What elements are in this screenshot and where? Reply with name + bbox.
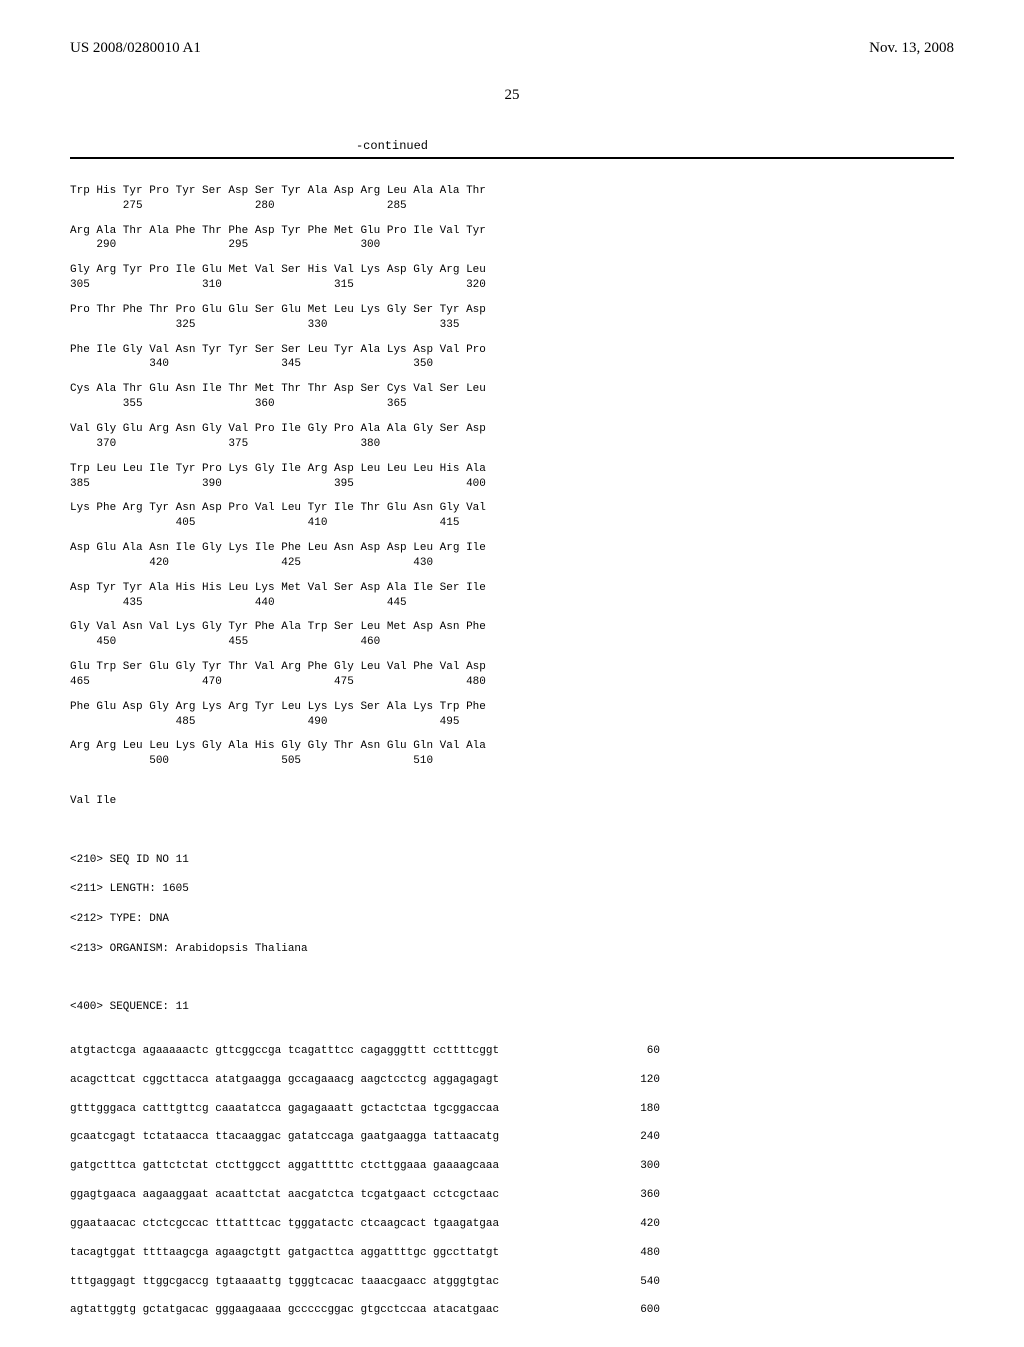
meta-seq-id: <210> SEQ ID NO 11	[70, 853, 954, 868]
amino-acid-line: Phe Ile Gly Val Asn Tyr Tyr Ser Ser Leu …	[70, 343, 954, 358]
nucleotide-seq: ggagtgaaca aagaaggaat acaattctat aacgatc…	[70, 1188, 499, 1203]
continued-label: -continued	[70, 139, 954, 153]
protein-row: Asp Glu Ala Asn Ile Gly Lys Ile Phe Leu …	[70, 541, 954, 571]
protein-row: Asp Tyr Tyr Ala His His Leu Lys Met Val …	[70, 581, 954, 611]
meta-organism: <213> ORGANISM: Arabidopsis Thaliana	[70, 942, 954, 957]
protein-row: Cys Ala Thr Glu Asn Ile Thr Met Thr Thr …	[70, 382, 954, 412]
nucleotide-seq: gatgctttca gattctctat ctcttggcct aggattt…	[70, 1159, 499, 1174]
nucleotide-seq: acagcttcat cggcttacca atatgaagga gccagaa…	[70, 1073, 499, 1088]
nucleotide-pos: 180	[630, 1102, 660, 1117]
nucleotide-sequence: atgtactcga agaaaaactc gttcggccga tcagatt…	[70, 1044, 954, 1318]
amino-acid-line: Cys Ala Thr Glu Asn Ile Thr Met Thr Thr …	[70, 382, 954, 397]
amino-acid-line: Pro Thr Phe Thr Pro Glu Glu Ser Glu Met …	[70, 303, 954, 318]
protein-row: Gly Arg Tyr Pro Ile Glu Met Val Ser His …	[70, 263, 954, 293]
nucleotide-row: gatgctttca gattctctat ctcttggcct aggattt…	[70, 1159, 660, 1174]
nucleotide-pos: 120	[630, 1073, 660, 1088]
nucleotide-seq: gcaatcgagt tctataacca ttacaaggac gatatcc…	[70, 1130, 499, 1145]
nucleotide-seq: tacagtggat ttttaagcga agaagctgtt gatgact…	[70, 1246, 499, 1261]
position-line: 370 375 380	[70, 437, 954, 452]
nucleotide-pos: 360	[630, 1188, 660, 1203]
nucleotide-row: ggaataacac ctctcgccac tttatttcac tgggata…	[70, 1217, 660, 1232]
position-line: 465 470 475 480	[70, 675, 954, 690]
position-line: 325 330 335	[70, 318, 954, 333]
position-line: 485 490 495	[70, 715, 954, 730]
nucleotide-row: gcaatcgagt tctataacca ttacaaggac gatatcc…	[70, 1130, 660, 1145]
nucleotide-pos: 240	[630, 1130, 660, 1145]
nucleotide-pos: 300	[630, 1159, 660, 1174]
position-line: 450 455 460	[70, 635, 954, 650]
sequence-listing: Trp His Tyr Pro Tyr Ser Asp Ser Tyr Ala …	[70, 169, 954, 1347]
meta-type: <212> TYPE: DNA	[70, 912, 954, 927]
protein-row: Glu Trp Ser Glu Gly Tyr Thr Val Arg Phe …	[70, 660, 954, 690]
nucleotide-row: tacagtggat ttttaagcga agaagctgtt gatgact…	[70, 1246, 660, 1261]
protein-row: Phe Ile Gly Val Asn Tyr Tyr Ser Ser Leu …	[70, 343, 954, 373]
nucleotide-seq: gtttgggaca catttgttcg caaatatcca gagagaa…	[70, 1102, 499, 1117]
amino-acid-line: Lys Phe Arg Tyr Asn Asp Pro Val Leu Tyr …	[70, 501, 954, 516]
position-line: 305 310 315 320	[70, 278, 954, 293]
protein-row: Gly Val Asn Val Lys Gly Tyr Phe Ala Trp …	[70, 620, 954, 650]
position-line: 435 440 445	[70, 596, 954, 611]
amino-acid-line: Asp Glu Ala Asn Ile Gly Lys Ile Phe Leu …	[70, 541, 954, 556]
amino-acid-line: Gly Val Asn Val Lys Gly Tyr Phe Ala Trp …	[70, 620, 954, 635]
protein-row: Arg Arg Leu Leu Lys Gly Ala His Gly Gly …	[70, 739, 954, 769]
nucleotide-pos: 540	[630, 1275, 660, 1290]
amino-acid-line: Trp Leu Leu Ile Tyr Pro Lys Gly Ile Arg …	[70, 462, 954, 477]
nucleotide-row: agtattggtg gctatgacac gggaagaaaa gcccccg…	[70, 1303, 660, 1318]
amino-acid-line: Phe Glu Asp Gly Arg Lys Arg Tyr Leu Lys …	[70, 700, 954, 715]
nucleotide-seq: tttgaggagt ttggcgaccg tgtaaaattg tgggtca…	[70, 1275, 499, 1290]
meta-length: <211> LENGTH: 1605	[70, 882, 954, 897]
nucleotide-row: ggagtgaaca aagaaggaat acaattctat aacgatc…	[70, 1188, 660, 1203]
amino-acid-line: Glu Trp Ser Glu Gly Tyr Thr Val Arg Phe …	[70, 660, 954, 675]
nucleotide-pos: 600	[630, 1303, 660, 1318]
nucleotide-pos: 60	[630, 1044, 660, 1059]
amino-acid-line: Trp His Tyr Pro Tyr Ser Asp Ser Tyr Ala …	[70, 184, 954, 199]
position-line: 290 295 300	[70, 238, 954, 253]
protein-row: Phe Glu Asp Gly Arg Lys Arg Tyr Leu Lys …	[70, 700, 954, 730]
publication-date: Nov. 13, 2008	[869, 40, 954, 57]
nucleotide-row: acagcttcat cggcttacca atatgaagga gccagaa…	[70, 1073, 660, 1088]
protein-sequence: Trp His Tyr Pro Tyr Ser Asp Ser Tyr Ala …	[70, 184, 954, 769]
position-line: 340 345 350	[70, 357, 954, 372]
nucleotide-pos: 420	[630, 1217, 660, 1232]
amino-acid-line: Arg Ala Thr Ala Phe Thr Phe Asp Tyr Phe …	[70, 224, 954, 239]
sequence-header: <400> SEQUENCE: 11	[70, 1000, 954, 1015]
nucleotide-seq: agtattggtg gctatgacac gggaagaaaa gcccccg…	[70, 1303, 499, 1318]
page-header: US 2008/0280010 A1 Nov. 13, 2008	[70, 40, 954, 57]
page-number: 25	[70, 87, 954, 104]
position-line: 405 410 415	[70, 516, 954, 531]
nucleotide-row: gtttgggaca catttgttcg caaatatcca gagagaa…	[70, 1102, 660, 1117]
nucleotide-row: atgtactcga agaaaaactc gttcggccga tcagatt…	[70, 1044, 660, 1059]
publication-number: US 2008/0280010 A1	[70, 40, 201, 57]
protein-tail: Val Ile	[70, 794, 954, 809]
protein-row: Val Gly Glu Arg Asn Gly Val Pro Ile Gly …	[70, 422, 954, 452]
position-line: 355 360 365	[70, 397, 954, 412]
position-line: 420 425 430	[70, 556, 954, 571]
protein-row: Trp Leu Leu Ile Tyr Pro Lys Gly Ile Arg …	[70, 462, 954, 492]
position-line: 275 280 285	[70, 199, 954, 214]
protein-row: Arg Ala Thr Ala Phe Thr Phe Asp Tyr Phe …	[70, 224, 954, 254]
rule-top	[70, 157, 954, 159]
position-line: 385 390 395 400	[70, 477, 954, 492]
amino-acid-line: Val Gly Glu Arg Asn Gly Val Pro Ile Gly …	[70, 422, 954, 437]
amino-acid-line: Asp Tyr Tyr Ala His His Leu Lys Met Val …	[70, 581, 954, 596]
protein-row: Pro Thr Phe Thr Pro Glu Glu Ser Glu Met …	[70, 303, 954, 333]
nucleotide-seq: atgtactcga agaaaaactc gttcggccga tcagatt…	[70, 1044, 499, 1059]
protein-row: Lys Phe Arg Tyr Asn Asp Pro Val Leu Tyr …	[70, 501, 954, 531]
sequence-meta: <210> SEQ ID NO 11 <211> LENGTH: 1605 <2…	[70, 838, 954, 972]
nucleotide-seq: ggaataacac ctctcgccac tttatttcac tgggata…	[70, 1217, 499, 1232]
amino-acid-line: Arg Arg Leu Leu Lys Gly Ala His Gly Gly …	[70, 739, 954, 754]
protein-row: Trp His Tyr Pro Tyr Ser Asp Ser Tyr Ala …	[70, 184, 954, 214]
nucleotide-row: tttgaggagt ttggcgaccg tgtaaaattg tgggtca…	[70, 1275, 660, 1290]
nucleotide-pos: 480	[630, 1246, 660, 1261]
amino-acid-line: Gly Arg Tyr Pro Ile Glu Met Val Ser His …	[70, 263, 954, 278]
position-line: 500 505 510	[70, 754, 954, 769]
